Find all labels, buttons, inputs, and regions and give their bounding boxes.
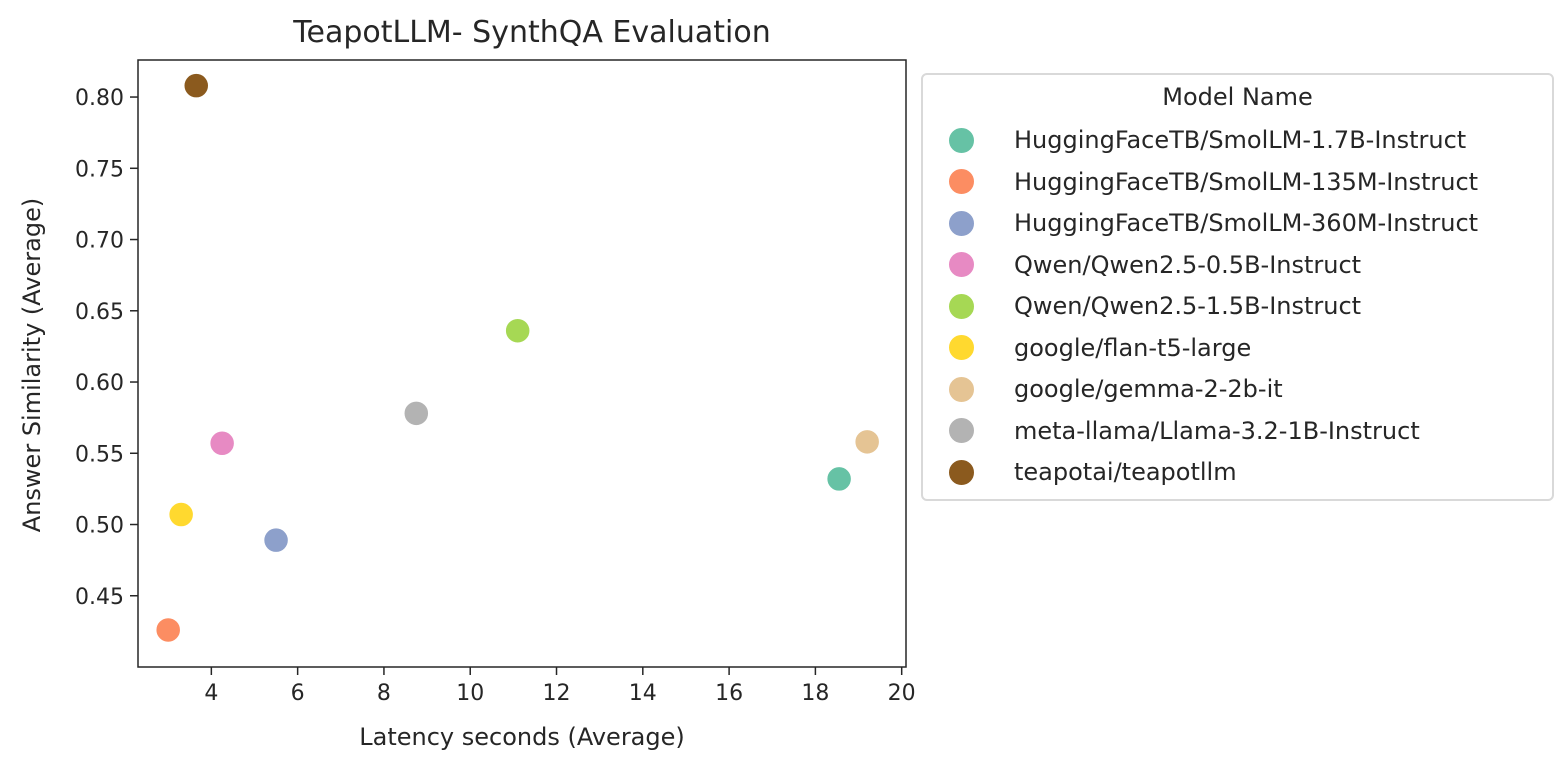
legend-marker-icon	[947, 250, 976, 279]
data-point	[167, 501, 195, 528]
x-tick-label: 10	[456, 681, 484, 706]
data-point	[262, 526, 290, 554]
legend-item: Qwen/Qwen2.5-1.5B-Instruct	[947, 286, 1361, 326]
y-tick-label: 0.50	[75, 514, 124, 539]
legend: Model Name HuggingFaceTB/SmolLM-1.7B-Ins…	[921, 73, 1554, 501]
legend-label: Qwen/Qwen2.5-1.5B-Instruct	[1014, 292, 1362, 320]
y-axis-label: Answer Similarity (Average)	[18, 198, 46, 532]
legend-title: Model Name	[1162, 83, 1313, 111]
y-tick-label: 0.60	[75, 371, 124, 396]
legend-marker-icon	[947, 374, 976, 404]
data-point	[154, 616, 182, 644]
y-tick-label: 0.45	[75, 585, 124, 610]
data-point	[403, 400, 430, 427]
x-axis-label: Latency seconds (Average)	[359, 723, 685, 751]
legend-label: HuggingFaceTB/SmolLM-360M-Instruct	[1014, 209, 1479, 237]
data-point	[208, 430, 236, 457]
legend-label: meta-llama/Llama-3.2-1B-Instruct	[1014, 416, 1420, 445]
y-axis: 0.45 0.50 0.55 0.60 0.65 0.70 0.75 0.80	[75, 86, 138, 610]
legend-item: Qwen/Qwen2.5-0.5B-Instruct	[947, 245, 1361, 285]
x-tick-label: 6	[291, 681, 305, 706]
legend-item: google/flan-t5-large	[947, 328, 1251, 368]
y-tick-label: 0.70	[75, 229, 124, 254]
x-tick-label: 18	[801, 681, 829, 706]
y-tick-label: 0.55	[75, 442, 124, 467]
data-points	[154, 72, 881, 644]
data-point	[182, 72, 210, 99]
data-point	[825, 465, 853, 493]
y-tick-label: 0.80	[75, 86, 124, 111]
x-axis: 4 6 8 10 12 14 16 18 20	[204, 667, 916, 706]
legend-item: HuggingFaceTB/SmolLM-135M-Instruct	[947, 162, 1478, 202]
chart-title: TeapotLLM- SynthQA Evaluation	[292, 15, 770, 50]
legend-marker-icon	[947, 125, 976, 155]
legend-label: teapotai/teapotllm	[1014, 458, 1237, 486]
legend-label: HuggingFaceTB/SmolLM-135M-Instruct	[1014, 167, 1479, 196]
legend-label: HuggingFaceTB/SmolLM-1.7B-Instruct	[1014, 126, 1467, 154]
legend-item: HuggingFaceTB/SmolLM-360M-Instruct	[947, 203, 1478, 243]
plot-area-frame	[137, 59, 907, 668]
legend-item: HuggingFaceTB/SmolLM-1.7B-Instruct	[947, 120, 1466, 160]
x-tick-label: 12	[543, 681, 571, 706]
legend-item: teapotai/teapotllm	[947, 452, 1237, 492]
data-point	[504, 317, 531, 344]
data-point	[853, 428, 881, 456]
x-tick-label: 4	[204, 681, 218, 706]
legend-label: Qwen/Qwen2.5-0.5B-Instruct	[1014, 250, 1362, 279]
legend-marker-icon	[947, 416, 976, 445]
legend-marker-icon	[947, 333, 976, 362]
legend-marker-icon	[947, 167, 976, 196]
legend-label: google/gemma-2-2b-it	[1014, 375, 1283, 403]
y-tick-label: 0.65	[75, 300, 124, 325]
legend-marker-icon	[947, 208, 976, 238]
legend-marker-icon	[947, 457, 976, 487]
x-tick-label: 16	[715, 681, 743, 706]
legend-marker-icon	[947, 291, 976, 321]
x-tick-label: 20	[888, 681, 916, 706]
y-tick-label: 0.75	[75, 157, 124, 182]
legend-item: google/gemma-2-2b-it	[947, 369, 1283, 409]
legend-label: google/flan-t5-large	[1014, 333, 1252, 362]
x-tick-label: 14	[629, 681, 657, 706]
x-tick-label: 8	[377, 681, 391, 706]
legend-item: meta-llama/Llama-3.2-1B-Instruct	[947, 411, 1420, 451]
